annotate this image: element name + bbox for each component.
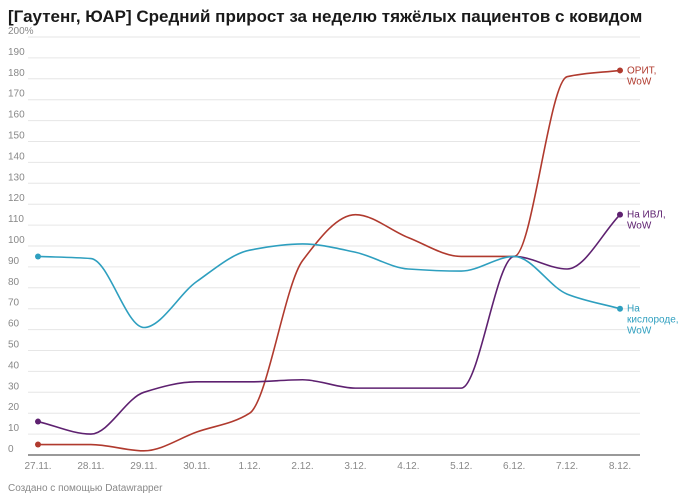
x-tick-label: 2.12. [291, 461, 313, 472]
series-end-dot [617, 305, 623, 312]
x-tick-label: 5.12. [450, 461, 472, 472]
grid-layer [28, 36, 640, 456]
series-line [37, 69, 621, 452]
y-tick-label: 200% [8, 26, 34, 37]
series-end-dot [617, 211, 623, 218]
series-label: На ИВЛ, [627, 210, 666, 221]
y-tick-label: 180 [8, 68, 25, 79]
y-tick-label: 10 [8, 423, 20, 434]
y-tick-label: 30 [8, 381, 20, 392]
series-label: WoW [627, 221, 652, 232]
y-tick-label: 190 [8, 47, 25, 58]
x-tick-label: 6.12. [503, 461, 525, 472]
y-tick-label: 70 [8, 298, 20, 309]
x-tick-label: 7.12. [556, 461, 578, 472]
series-label: На [627, 304, 640, 315]
y-tick-label: 60 [8, 319, 20, 330]
series-label: кислороде, [627, 315, 679, 326]
series-start-dot [35, 253, 41, 260]
y-tick-label: 50 [8, 340, 20, 351]
y-tick-label: 20 [8, 402, 20, 413]
chart-title: [Гаутенг, ЮАР] Средний прирост за неделю… [8, 7, 643, 26]
x-tick-label: 3.12. [344, 461, 366, 472]
y-tick-label: 90 [8, 256, 20, 267]
y-tick-label: 110 [8, 214, 24, 225]
axis-labels: 0 10 20 30 40 50 60 70 80 90 100 110 120 130 140 150 160… [8, 26, 631, 472]
series-lines [35, 67, 623, 452]
y-tick-label: 120 [8, 193, 25, 204]
y-tick-label: 160 [8, 110, 25, 121]
series-label: ОРИТ, [627, 65, 656, 76]
x-tick-label: 1.12. [239, 461, 261, 472]
y-tick-label: 170 [8, 89, 25, 100]
x-tick-label: 28.11. [77, 461, 104, 472]
y-tick-label: 150 [8, 131, 25, 142]
x-tick-label: 4.12. [397, 461, 419, 472]
series-label: WoW [627, 326, 652, 337]
y-tick-label: 130 [8, 172, 25, 183]
series-start-dot [35, 418, 41, 425]
x-tick-label: 30.11. [183, 461, 210, 472]
y-tick-label: 40 [8, 360, 20, 371]
credit-text: Создано с помощью Datawrapper [8, 483, 163, 494]
x-tick-label: 27.11. [24, 461, 51, 472]
y-tick-label: 0 [8, 444, 14, 455]
series-end-dot [617, 67, 623, 74]
series-start-dot [35, 441, 41, 448]
y-tick-label: 100 [8, 235, 25, 246]
y-tick-label: 140 [8, 151, 25, 162]
series-label: WoW [627, 76, 652, 87]
series-line [37, 214, 621, 435]
x-tick-label: 29.11. [130, 461, 157, 472]
x-tick-label: 8.12. [609, 461, 631, 472]
series-line [37, 243, 621, 329]
y-tick-label: 80 [8, 277, 20, 288]
